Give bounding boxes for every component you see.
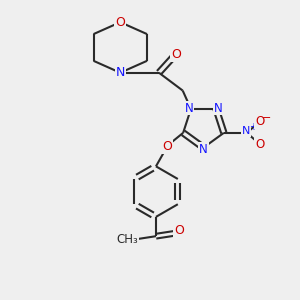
Text: CH₃: CH₃ [117,233,139,246]
Text: N: N [199,142,208,156]
Text: O: O [174,224,184,237]
Text: O: O [115,16,125,29]
Text: O: O [162,140,172,153]
Text: N: N [242,126,250,136]
Text: N: N [184,101,193,115]
Text: O: O [255,138,264,151]
Text: O: O [171,48,181,61]
Text: O: O [255,115,264,128]
Text: −: − [262,113,271,123]
Text: +: + [249,122,257,133]
Text: N: N [214,101,223,115]
Text: N: N [116,66,125,79]
